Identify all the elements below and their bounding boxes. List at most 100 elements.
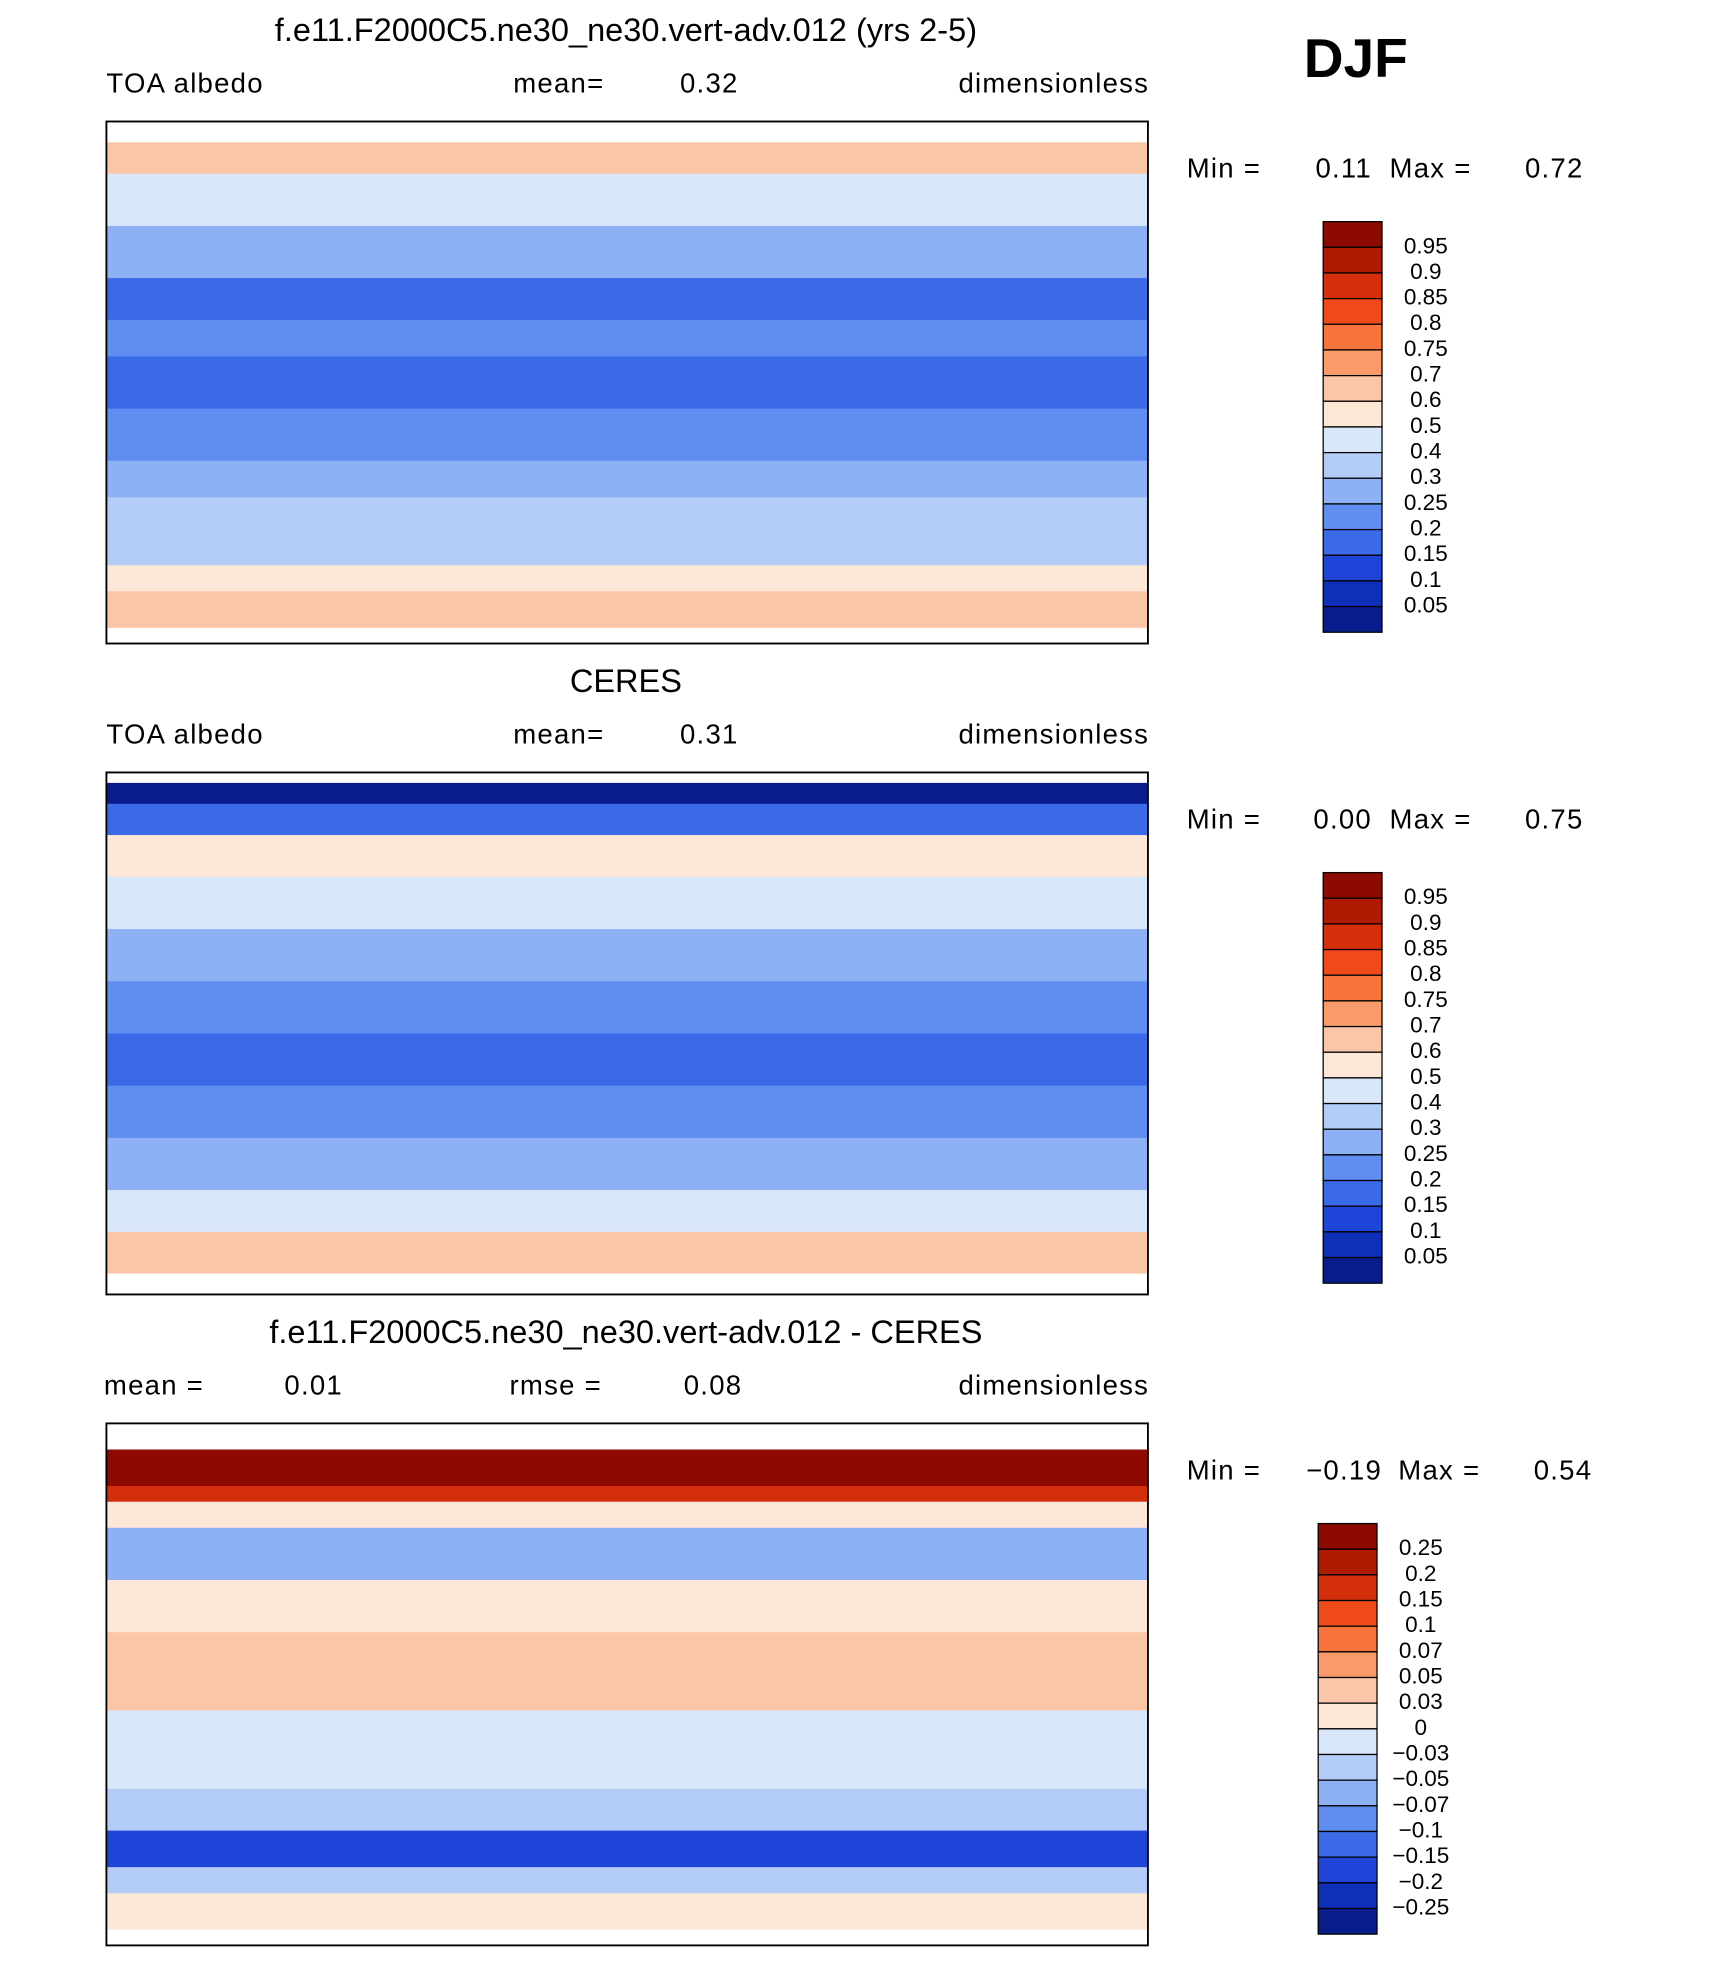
colorbar-label: 0.75 bbox=[1404, 987, 1448, 1012]
map-region bbox=[106, 803, 1148, 836]
colorbar-box bbox=[1322, 349, 1383, 377]
map-region bbox=[106, 772, 1148, 784]
colorbar-box bbox=[1322, 1077, 1383, 1105]
max-value: 0.72 bbox=[1525, 153, 1584, 184]
colorbar-box bbox=[1322, 298, 1383, 325]
colorbar-label: 0.2 bbox=[1405, 1561, 1436, 1586]
min-value: −0.19 bbox=[1306, 1454, 1382, 1485]
map-region bbox=[106, 173, 1148, 227]
panel-subtitle: dimensionless bbox=[958, 718, 1149, 749]
panel-subtitle: mean= bbox=[513, 67, 604, 98]
map-frame bbox=[105, 120, 1149, 645]
min-value: 0.11 bbox=[1315, 153, 1372, 184]
colorbar-box bbox=[1322, 451, 1383, 479]
map-region bbox=[106, 121, 1148, 143]
panel-subtitle: rmse = bbox=[509, 1369, 601, 1400]
colorbar-box bbox=[1322, 580, 1383, 608]
map-region bbox=[106, 1137, 1148, 1191]
colorbar-box bbox=[1322, 897, 1383, 925]
colorbar-label: 0.85 bbox=[1404, 936, 1448, 961]
colorbar-label: 0 bbox=[1415, 1715, 1428, 1740]
colorbar-label: −0.05 bbox=[1392, 1766, 1449, 1791]
colorbar-box bbox=[1317, 1651, 1378, 1679]
map-region bbox=[106, 1830, 1148, 1868]
map-region bbox=[106, 1486, 1148, 1503]
max-label: Max = bbox=[1390, 804, 1472, 835]
colorbar-label: 0.25 bbox=[1404, 490, 1448, 515]
map-region bbox=[106, 1449, 1148, 1487]
map-region bbox=[106, 782, 1148, 805]
panel-title: CERES bbox=[570, 663, 682, 699]
colorbar-box bbox=[1317, 1574, 1378, 1602]
map-region bbox=[106, 1710, 1148, 1790]
colorbar-label: 0.9 bbox=[1410, 259, 1441, 284]
max-label: Max = bbox=[1398, 1454, 1480, 1485]
colorbar-label: 0.3 bbox=[1410, 1115, 1441, 1140]
map-region bbox=[106, 627, 1148, 645]
map-region bbox=[106, 1632, 1148, 1712]
colorbar-label: 0.15 bbox=[1404, 541, 1448, 566]
map-region bbox=[106, 460, 1148, 498]
map-region bbox=[106, 1231, 1148, 1275]
colorbar-box bbox=[1317, 1882, 1378, 1910]
map-region bbox=[106, 278, 1148, 321]
map-region bbox=[106, 1929, 1148, 1947]
map-region bbox=[106, 225, 1148, 279]
max-value: 0.75 bbox=[1525, 804, 1584, 835]
colorbar-label: 0.05 bbox=[1404, 1243, 1448, 1268]
colorbar-box bbox=[1317, 1625, 1378, 1653]
colorbar-label: 0.3 bbox=[1410, 464, 1441, 489]
map-region bbox=[106, 591, 1148, 629]
colorbar-box bbox=[1317, 1779, 1378, 1807]
map-region bbox=[106, 1788, 1148, 1832]
panel-subtitle: 0.08 bbox=[684, 1369, 743, 1400]
map-region bbox=[106, 929, 1148, 982]
colorbar-box bbox=[1322, 554, 1383, 582]
colorbar-label: 0.95 bbox=[1404, 233, 1448, 258]
min-label: Min = bbox=[1187, 1454, 1261, 1485]
colorbar-box bbox=[1322, 605, 1383, 633]
colorbar-box bbox=[1317, 1676, 1378, 1704]
map-region bbox=[106, 319, 1148, 358]
colorbar-box bbox=[1322, 477, 1383, 505]
colorbar-box bbox=[1317, 1728, 1378, 1756]
colorbar-box bbox=[1317, 1548, 1378, 1576]
map-region bbox=[106, 876, 1148, 930]
colorbar-box bbox=[1322, 1179, 1383, 1207]
colorbar-box bbox=[1317, 1907, 1378, 1935]
colorbar-label: 0.7 bbox=[1410, 362, 1441, 387]
season-label: DJF bbox=[1304, 27, 1408, 89]
map-frame bbox=[105, 1422, 1149, 1947]
colorbar-box bbox=[1317, 1702, 1378, 1730]
colorbar-box bbox=[1317, 1856, 1378, 1884]
colorbar-box bbox=[1322, 1154, 1383, 1182]
colorbar-label: −0.15 bbox=[1392, 1843, 1449, 1868]
colorbar-box bbox=[1322, 1128, 1383, 1156]
colorbar-label: 0.6 bbox=[1410, 387, 1441, 412]
colorbar-label: 0.4 bbox=[1410, 439, 1441, 464]
colorbar-label: −0.07 bbox=[1392, 1792, 1449, 1817]
colorbar-label: −0.25 bbox=[1392, 1894, 1449, 1919]
colorbar-label: −0.1 bbox=[1399, 1817, 1443, 1842]
map-region bbox=[106, 142, 1148, 175]
map-region bbox=[106, 1190, 1148, 1233]
panel-subtitle: 0.31 bbox=[680, 718, 739, 749]
colorbar-label: 0.03 bbox=[1399, 1689, 1443, 1714]
map-region bbox=[106, 835, 1148, 878]
min-label: Min = bbox=[1187, 804, 1261, 835]
colorbar-box bbox=[1322, 528, 1383, 556]
colorbar-label: 0.8 bbox=[1410, 961, 1441, 986]
colorbar-label: 0.7 bbox=[1410, 1013, 1441, 1038]
panel-subtitle: 0.01 bbox=[284, 1369, 343, 1400]
colorbar-box bbox=[1322, 948, 1383, 976]
max-label: Max = bbox=[1390, 153, 1472, 184]
map-region bbox=[106, 1273, 1148, 1296]
colorbar-label: 0.95 bbox=[1404, 884, 1448, 909]
colorbar-box bbox=[1322, 1025, 1383, 1053]
colorbar-label: 0.5 bbox=[1410, 413, 1441, 438]
colorbar-label: 0.15 bbox=[1404, 1192, 1448, 1217]
colorbar-box bbox=[1322, 1205, 1383, 1233]
colorbar-box bbox=[1322, 871, 1383, 899]
colorbar-label: 0.25 bbox=[1399, 1535, 1443, 1560]
